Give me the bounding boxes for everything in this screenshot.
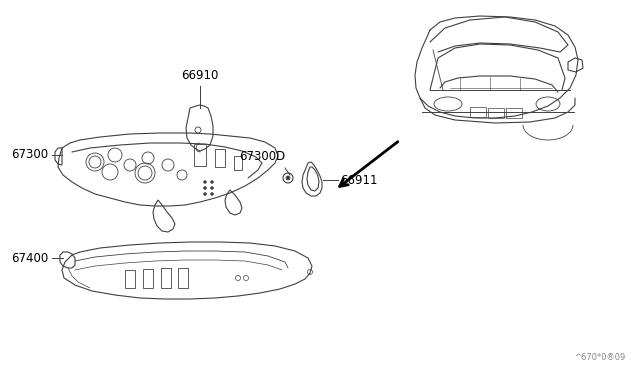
Text: ^670*0®09: ^670*0®09	[573, 353, 625, 362]
Circle shape	[204, 180, 207, 183]
Bar	[506, 108, 522, 118]
Text: 67400: 67400	[11, 251, 48, 264]
Circle shape	[204, 186, 207, 189]
Bar	[215, 149, 225, 167]
Bar	[125, 270, 135, 288]
Polygon shape	[307, 167, 319, 191]
Circle shape	[286, 176, 290, 180]
Text: 67300: 67300	[11, 148, 48, 161]
Bar	[161, 268, 171, 288]
Bar	[178, 268, 188, 288]
Text: 66911: 66911	[340, 173, 378, 186]
Bar	[488, 108, 504, 118]
Bar	[470, 107, 486, 117]
Bar	[194, 144, 206, 166]
Bar	[143, 269, 153, 288]
Text: 66910: 66910	[181, 69, 219, 82]
Circle shape	[211, 180, 214, 183]
Circle shape	[204, 192, 207, 196]
Circle shape	[211, 192, 214, 196]
Text: 67300D: 67300D	[239, 150, 285, 163]
Circle shape	[211, 186, 214, 189]
Bar	[234, 156, 242, 170]
